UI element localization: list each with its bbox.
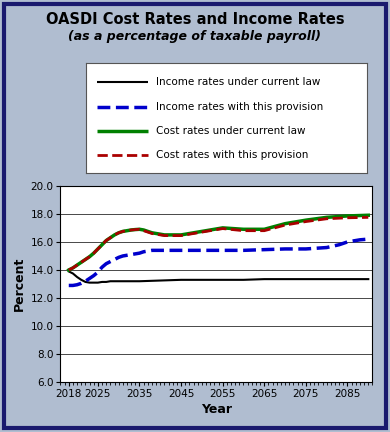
Text: Cost rates with this provision: Cost rates with this provision <box>156 150 308 160</box>
Text: Income rates with this provision: Income rates with this provision <box>156 102 323 112</box>
Text: Cost rates under current law: Cost rates under current law <box>156 126 305 136</box>
Text: OASDI Cost Rates and Income Rates: OASDI Cost Rates and Income Rates <box>46 12 344 27</box>
Text: Income rates under current law: Income rates under current law <box>156 77 320 87</box>
Text: (as a percentage of taxable payroll): (as a percentage of taxable payroll) <box>69 30 321 43</box>
Y-axis label: Percent: Percent <box>13 257 26 311</box>
X-axis label: Year: Year <box>201 403 232 416</box>
